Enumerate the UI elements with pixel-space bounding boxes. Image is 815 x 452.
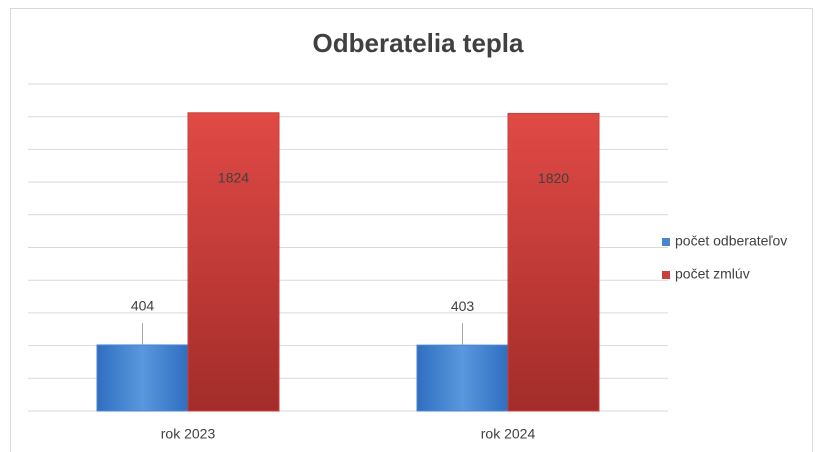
data-label: 1824 (218, 169, 249, 185)
chart-title: Odberatelia tepla (313, 28, 524, 58)
legend-label: počet zmlúv (675, 266, 750, 282)
legend-swatch (662, 271, 670, 279)
bar (507, 112, 600, 412)
x-tick-label: rok 2023 (161, 426, 216, 442)
legend-label: počet odberateľov (675, 233, 787, 249)
legend-swatch (662, 238, 670, 246)
bar (96, 344, 189, 412)
data-label: 1820 (538, 170, 569, 186)
data-label: 403 (451, 298, 475, 314)
bar (416, 344, 509, 412)
x-tick-label: rok 2024 (481, 426, 536, 442)
bar (187, 112, 280, 412)
data-label: 404 (131, 298, 155, 314)
